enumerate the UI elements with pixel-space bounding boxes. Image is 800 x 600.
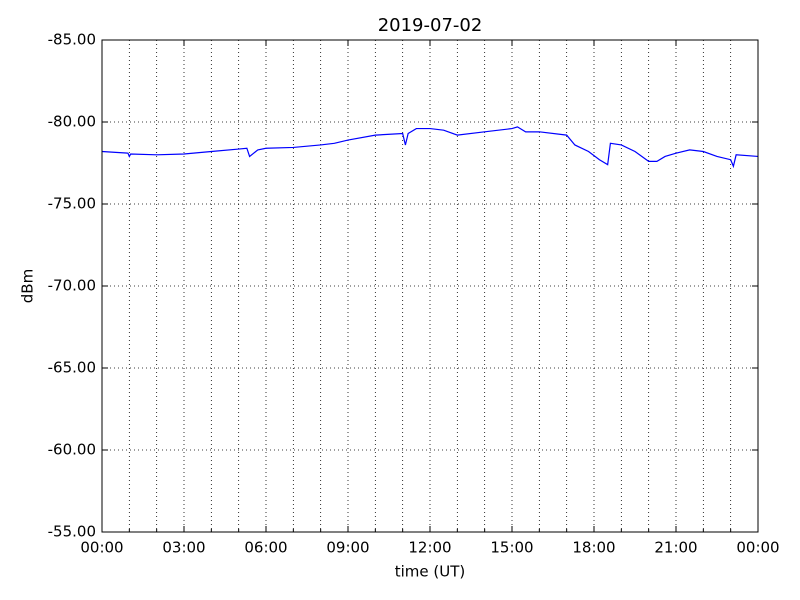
y-tick-label: -65.00 xyxy=(48,359,96,377)
x-axis-label: time (UT) xyxy=(395,563,466,581)
x-tick-label: 00:00 xyxy=(80,539,123,557)
y-tick-label: -70.00 xyxy=(48,277,96,295)
chart-title: 2019-07-02 xyxy=(378,15,483,36)
y-tick-label: -75.00 xyxy=(48,195,96,213)
data-line xyxy=(101,126,759,169)
y-tick-label: -85.00 xyxy=(48,31,96,49)
plot-frame xyxy=(101,39,759,533)
x-tick-label: 06:00 xyxy=(244,539,287,557)
y-tick-label: -60.00 xyxy=(48,441,96,459)
x-tick-label: 12:00 xyxy=(408,539,451,557)
x-tick-label: 03:00 xyxy=(162,539,205,557)
x-tick-label: 09:00 xyxy=(326,539,369,557)
x-tick-label: 00:00 xyxy=(736,539,779,557)
x-tick-label: 21:00 xyxy=(654,539,697,557)
y-tick-label: -55.00 xyxy=(48,523,96,541)
y-tick-label: -80.00 xyxy=(48,113,96,131)
x-tick-label: 18:00 xyxy=(572,539,615,557)
x-tick-label: 15:00 xyxy=(490,539,533,557)
y-axis-label: dBm xyxy=(19,269,37,303)
